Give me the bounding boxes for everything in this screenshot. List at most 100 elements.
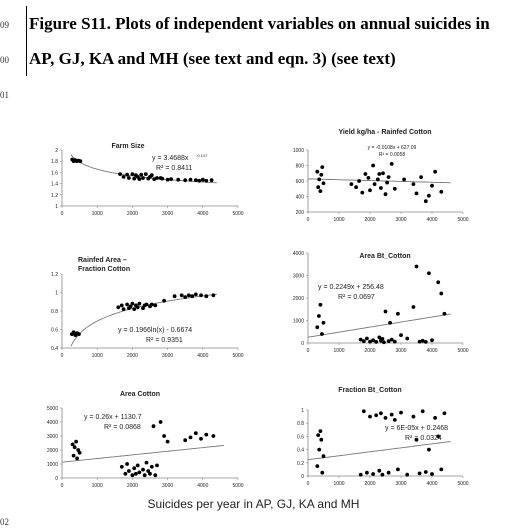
data-point: [358, 337, 363, 342]
y-tick-label: 1000: [293, 148, 304, 154]
data-point: [160, 176, 165, 181]
y-tick-label: 1.2: [51, 193, 58, 199]
data-point: [319, 437, 324, 442]
data-point: [176, 177, 181, 182]
data-point: [204, 294, 209, 299]
y-tick-label: 0: [301, 341, 304, 347]
x-axis-caption: Suicides per year in AP, GJ, KA and MH: [147, 497, 360, 511]
data-point: [388, 320, 392, 325]
data-point: [439, 467, 444, 472]
x-tick-label: 3000: [395, 481, 406, 487]
data-point: [135, 463, 140, 468]
chart-panel-1: 0 1000 2000 3000 4000 5000 1 1.2 1.4 1.6 1.8 2 Farm …: [51, 143, 244, 217]
y-tick-label: 2000: [293, 296, 304, 302]
y-tick-label: 1: [55, 204, 58, 210]
data-point: [193, 178, 198, 183]
r-squared: R² = 0.0697: [338, 294, 375, 301]
data-point: [130, 301, 135, 306]
y-tick-label: 1.6: [51, 170, 58, 176]
data-point: [436, 434, 441, 439]
data-point: [379, 186, 383, 190]
data-point: [316, 185, 321, 190]
data-point: [123, 471, 128, 476]
data-point: [116, 305, 121, 310]
data-point: [141, 176, 145, 180]
data-point: [125, 302, 129, 307]
data-point: [126, 176, 131, 180]
data-point: [371, 338, 375, 343]
data-point: [383, 192, 388, 197]
data-point: [377, 468, 382, 473]
data-point: [439, 189, 444, 194]
data-point: [211, 293, 216, 298]
data-point: [377, 335, 382, 340]
data-point: [146, 469, 151, 473]
data-point: [172, 294, 177, 299]
data-point: [209, 178, 214, 183]
data-point: [396, 311, 400, 316]
data-point: [417, 339, 422, 344]
data-point: [361, 339, 366, 344]
x-tick-label: 3000: [395, 348, 406, 354]
y-tick-label: 1.2: [51, 272, 58, 278]
trend-line: [70, 293, 217, 347]
data-point: [402, 177, 406, 182]
data-point: [134, 471, 138, 476]
data-point: [321, 320, 326, 325]
data-point: [77, 450, 82, 455]
data-point: [396, 467, 400, 472]
y-tick-label: 2: [55, 148, 58, 154]
chart-panel-6: 0 1000 2000 3000 4000 5000 0 0.2 0.4 0.6 0.8 1 Fract…: [297, 387, 469, 487]
data-point: [442, 411, 447, 416]
data-point: [316, 433, 321, 437]
x-tick-label: 0: [61, 211, 64, 217]
data-point: [427, 447, 431, 452]
chart-title: Fraction Bt_Cotton: [338, 387, 401, 394]
data-point: [132, 176, 137, 181]
data-point: [386, 175, 391, 180]
data-point: [315, 325, 320, 330]
x-tick-label: 1000: [92, 353, 103, 359]
data-point: [357, 179, 361, 183]
data-point: [383, 416, 388, 420]
data-point: [76, 448, 81, 452]
trend-equation: y = 0.1966ln(x) - 0.6674: [118, 327, 192, 334]
y-tick-label: 5000: [47, 406, 58, 412]
data-point: [200, 177, 205, 182]
data-point: [386, 470, 391, 475]
x-tick-label: 3000: [162, 211, 173, 217]
data-point: [141, 306, 145, 311]
chart-panel-4: 0 1000 2000 3000 4000 5000 0 1000 2000 3000 4000 Ar…: [293, 251, 469, 354]
data-point: [74, 439, 78, 444]
data-point: [368, 339, 372, 344]
x-tick-label: 1000: [333, 348, 344, 354]
data-point: [320, 165, 325, 170]
data-point: [414, 437, 419, 442]
data-point: [137, 177, 142, 182]
data-point: [414, 264, 419, 269]
x-tick-label: 0: [61, 353, 64, 359]
y-tick-label: 3000: [293, 274, 304, 280]
x-tick-label: 5000: [457, 217, 468, 223]
x-tick-label: 4000: [197, 211, 208, 217]
x-tick-label: 1000: [333, 217, 344, 223]
data-point: [126, 469, 131, 473]
trend-line: [307, 441, 451, 461]
line-number: 01: [0, 90, 9, 100]
data-point: [71, 453, 76, 458]
data-point: [132, 307, 137, 311]
x-tick-label: 2000: [364, 481, 375, 487]
data-point: [375, 177, 380, 182]
data-point: [389, 337, 394, 342]
data-point: [141, 467, 145, 472]
trend-equation: y = 3.4688x: [152, 155, 189, 162]
x-tick-label: 3000: [395, 217, 406, 223]
data-point: [135, 305, 140, 310]
data-point: [121, 307, 126, 311]
data-point: [188, 177, 193, 182]
data-point: [420, 409, 425, 414]
trend-line: [307, 178, 451, 184]
data-point: [318, 189, 323, 194]
data-point: [321, 454, 326, 459]
